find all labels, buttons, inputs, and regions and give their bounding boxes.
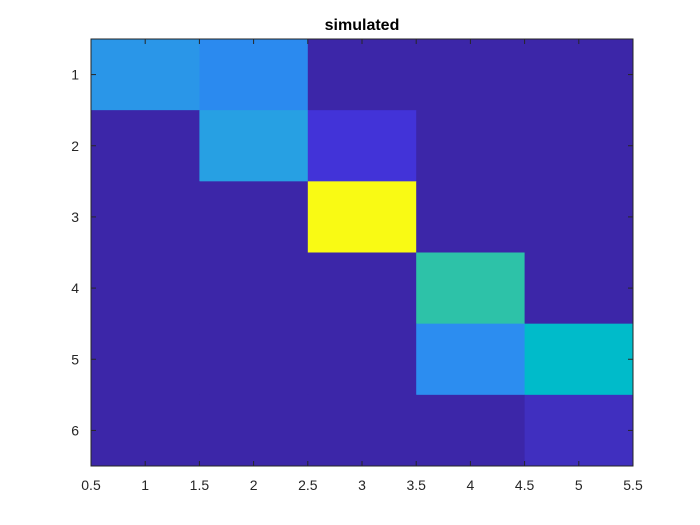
heatmap-cell-r1-c4 [416,39,526,111]
heatmap-cell-r4-c4 [416,252,526,325]
heatmap-cell-r6-c3 [307,394,417,467]
heatmap-cell-r1-c2 [199,39,309,111]
heatmap-cell-r5-c2 [199,323,309,396]
x-tick-label: 1 [141,477,149,493]
y-tick-label: 1 [71,67,79,83]
heatmap-cell-r6-c1 [91,394,200,467]
y-tick-label: 6 [71,422,79,438]
heatmap-cell-r1-c3 [307,39,417,111]
heatmap-cell-r4-c3 [307,252,417,325]
x-tick-label: 2.5 [298,477,318,493]
x-tick-label: 1.5 [190,477,210,493]
heatmap-cells [91,39,634,467]
y-tick-label: 5 [71,351,79,367]
y-tick-label: 2 [71,138,79,154]
heatmap-cell-r4-c1 [91,252,200,325]
heatmap-cell-r2-c2 [199,110,309,182]
x-tick-label: 5.5 [623,477,643,493]
heatmap-cell-r5-c1 [91,323,200,396]
heatmap-cell-r2-c5 [524,110,634,182]
heatmap-cell-r1-c1 [91,39,200,111]
heatmap-cell-r3-c1 [91,181,200,253]
x-tick-label: 3 [358,477,366,493]
heatmap-cell-r5-c4 [416,323,526,396]
y-tick-label: 4 [71,280,79,296]
heatmap-cell-r3-c4 [416,181,526,253]
axis-ticks [90,39,634,466]
axes-box [90,38,634,467]
heatmap-cell-r6-c4 [416,394,526,467]
heatmap-cell-r2-c1 [91,110,200,182]
heatmap-cell-r2-c3 [307,110,417,182]
x-tick-label: 5 [575,477,583,493]
chart-title: simulated [325,17,400,34]
heatmap-cell-r2-c4 [416,110,526,182]
x-tick-label: 4 [467,477,475,493]
x-tick-label: 3.5 [406,477,426,493]
x-tick-label: 0.5 [81,477,101,493]
heatmap-cell-r5-c3 [307,323,417,396]
heatmap-cell-r4-c5 [524,252,634,325]
x-tick-label: 4.5 [515,477,535,493]
x-tick-label: 2 [250,477,258,493]
axis-tick-labels: 0.5 1 1.5 2 2.5 3 3.5 4 4.5 5 5.5 1 2 3 4 5 6 [71,67,643,493]
heatmap-cell-r3-c2 [199,181,309,253]
heatmap-cell-r4-c2 [199,252,309,325]
heatmap-cell-r1-c5 [524,39,634,111]
heatmap-cell-r6-c5 [524,394,634,467]
heatmap-cell-r3-c5 [524,181,634,253]
y-tick-label: 3 [71,209,79,225]
heatmap-cell-r6-c2 [199,394,309,467]
heatmap-cell-r5-c5 [524,323,634,396]
heatmap-cell-r3-c3 [307,181,417,253]
